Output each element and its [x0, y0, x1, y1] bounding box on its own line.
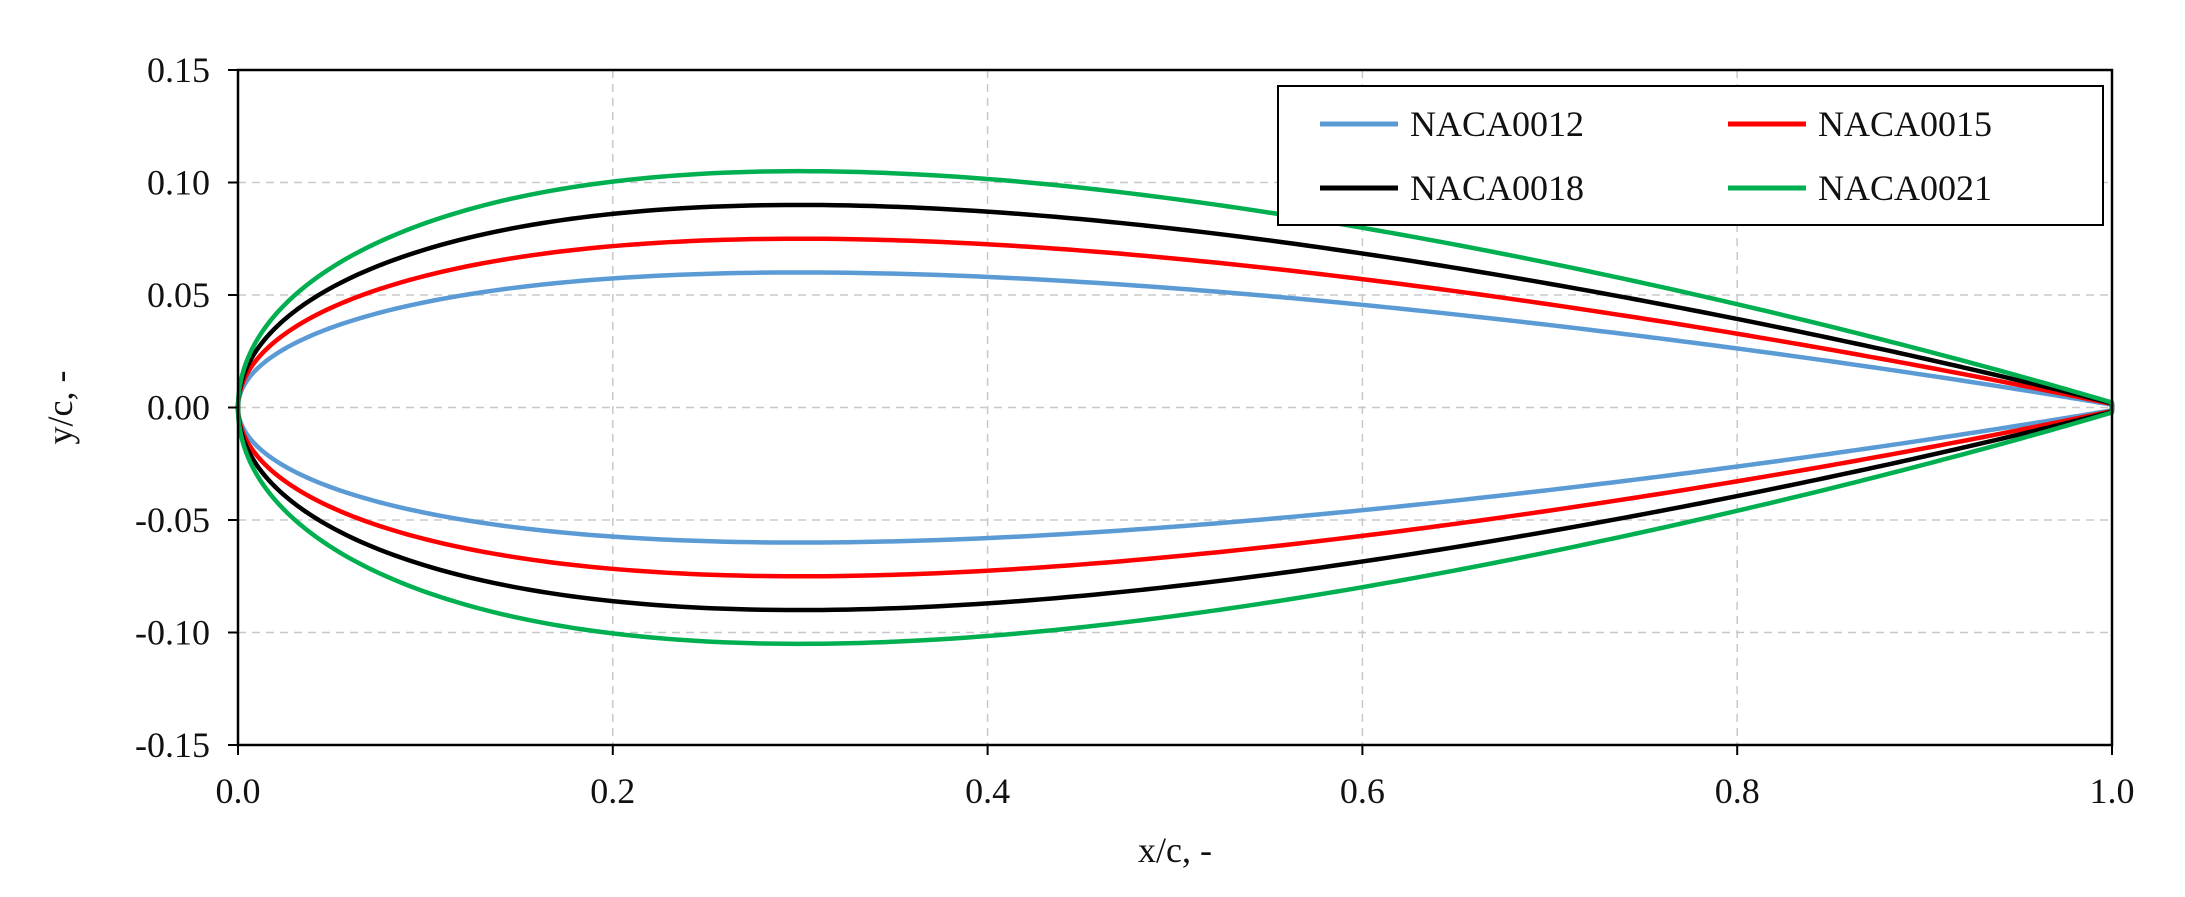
- y-tick-label: 0.00: [147, 388, 210, 428]
- x-tick-label: 0.8: [1715, 771, 1760, 811]
- series-line-naca0015-lower: [235, 407, 2115, 579]
- y-tick-label: 0.05: [147, 275, 210, 315]
- series-line-naca0015-upper: [235, 236, 2115, 408]
- series-line-naca0012-lower: [235, 407, 2115, 545]
- legend-label-naca0021: NACA0021: [1818, 168, 1992, 208]
- y-tick-label: 0.10: [147, 163, 210, 203]
- y-tick-label: -0.05: [135, 500, 210, 540]
- y-tick-label: 0.15: [147, 50, 210, 90]
- x-tick-label: 0.6: [1340, 771, 1385, 811]
- y-tick-label: -0.15: [135, 725, 210, 765]
- legend-label-naca0018: NACA0018: [1410, 168, 1584, 208]
- legend: NACA0012 NACA0015 NACA0018 NACA0021: [1277, 85, 2104, 226]
- series-layer: [235, 168, 2115, 647]
- y-tick-label: -0.10: [135, 613, 210, 653]
- x-tick-label: 0.0: [216, 771, 261, 811]
- series-line-naca0018-lower: [235, 407, 2115, 613]
- legend-box: [1277, 85, 2104, 226]
- x-axis-title: x/c, -: [1138, 830, 1212, 870]
- ticks-layer: 0.0 0.2 0.4 0.6 0.8 1.0 0.15 0.10 0.05 0.00 -0.05 -…: [135, 50, 2135, 811]
- series-line-naca0018-upper: [235, 202, 2115, 408]
- series-line-naca0012-upper: [235, 270, 2115, 408]
- y-axis-title: y/c, -: [40, 371, 80, 445]
- x-tick-label: 0.2: [590, 771, 635, 811]
- series-line-naca0021-upper: [235, 168, 2115, 408]
- x-tick-label: 1.0: [2090, 771, 2135, 811]
- legend-label-naca0015: NACA0015: [1818, 104, 1992, 144]
- series-line-naca0021-lower: [235, 407, 2115, 647]
- legend-label-naca0012: NACA0012: [1410, 104, 1584, 144]
- x-tick-label: 0.4: [965, 771, 1010, 811]
